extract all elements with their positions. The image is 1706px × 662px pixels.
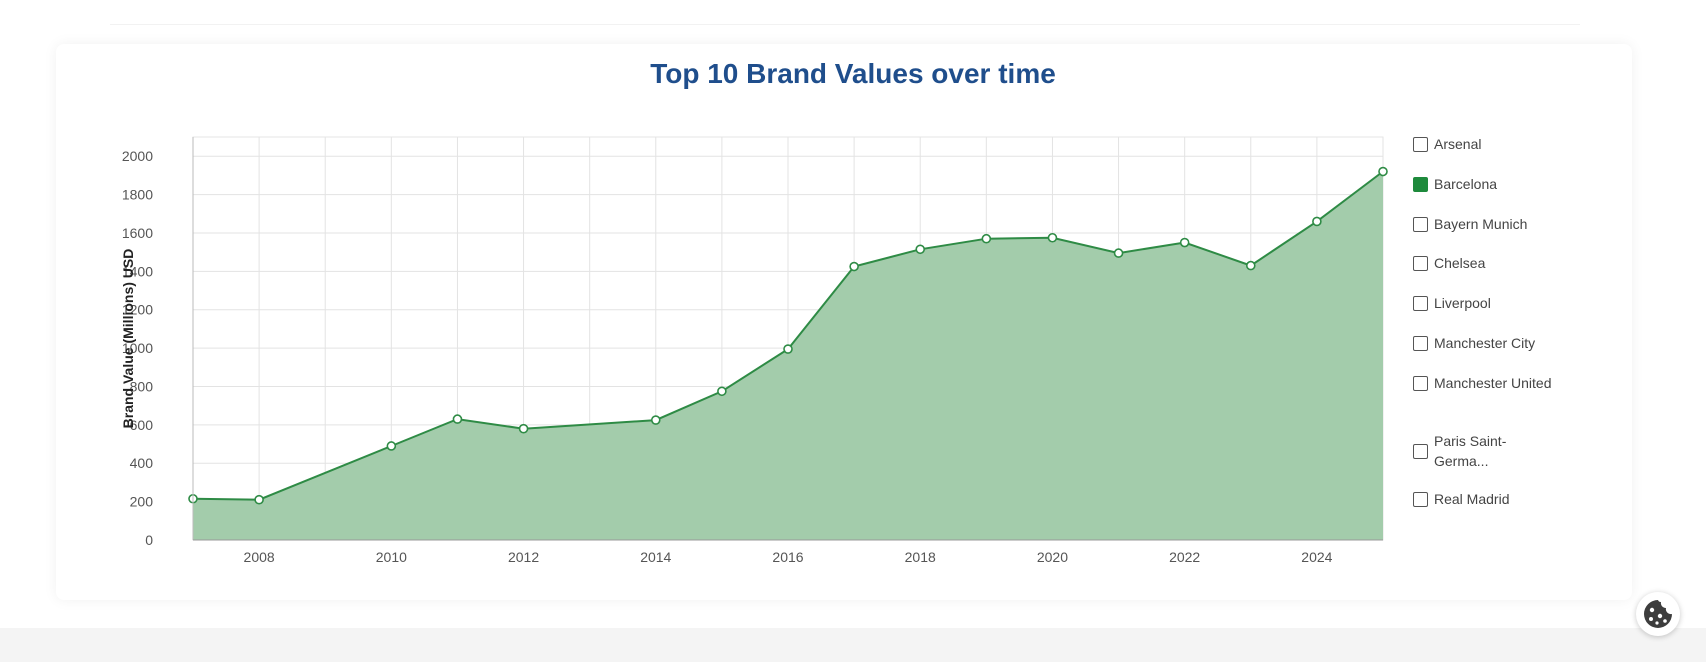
legend-checkbox[interactable] [1413, 375, 1428, 391]
legend-checkbox[interactable] [1413, 443, 1428, 459]
data-point [254, 494, 264, 505]
x-tick-label: 2022 [1169, 549, 1200, 565]
legend-label: Manchester City [1434, 335, 1536, 351]
legend-checkbox[interactable] [1413, 255, 1428, 271]
y-tick-label: 400 [130, 455, 154, 471]
legend-item[interactable]: Chelsea [1413, 253, 1554, 273]
data-point [452, 414, 463, 424]
x-tick-label: 2020 [1037, 549, 1068, 565]
legend-label: Arsenal [1434, 136, 1482, 152]
data-point [1312, 216, 1322, 227]
chart-title: Top 10 Brand Values over time [650, 58, 1056, 89]
x-tick-label: 2008 [244, 549, 275, 565]
legend-item[interactable]: Real Madrid [1413, 489, 1554, 509]
legend-checkbox[interactable] [1413, 335, 1428, 351]
legend-checkbox[interactable] [1413, 295, 1428, 311]
x-tick-label: 2010 [376, 549, 407, 565]
x-tick-label: 2018 [905, 549, 936, 565]
series-area-fill [193, 171, 1383, 540]
legend-checkbox[interactable] [1413, 216, 1428, 232]
data-point [518, 423, 529, 434]
y-tick-label: 1200 [122, 302, 153, 318]
data-point [1113, 248, 1124, 258]
legend-checkbox[interactable] [1413, 136, 1428, 152]
legend-item[interactable]: Barcelona [1413, 174, 1554, 194]
data-point [981, 233, 992, 244]
legend-label: Barcelona [1434, 176, 1498, 192]
x-tick-label: 2014 [640, 549, 671, 565]
y-tick-label: 200 [130, 494, 154, 510]
data-point [717, 386, 727, 397]
y-tick-label: 2000 [122, 148, 153, 164]
legend-label: Chelsea [1434, 255, 1486, 271]
legend-label: Real Madrid [1434, 491, 1510, 507]
x-tick-label: 2012 [508, 549, 539, 565]
data-point [1245, 260, 1256, 271]
legend-item[interactable]: Liverpool [1413, 293, 1554, 313]
x-tick-label: 2024 [1301, 549, 1332, 565]
legend-item[interactable]: Bayern Munich [1413, 214, 1554, 234]
legend-label: Bayern Munich [1434, 216, 1528, 232]
legend-label: Liverpool [1434, 295, 1491, 311]
y-tick-label: 800 [130, 378, 154, 394]
page-right-margin [1645, 0, 1706, 628]
data-point [650, 415, 661, 425]
y-tick-label: 0 [145, 532, 153, 548]
data-point [1378, 166, 1388, 177]
cookie-icon [1644, 600, 1672, 628]
data-point [386, 441, 397, 451]
legend-item[interactable]: Paris Saint-Germa... [1413, 431, 1554, 471]
data-point [783, 344, 793, 354]
legend-item[interactable]: Arsenal [1413, 134, 1554, 154]
y-tick-label: 1800 [122, 187, 153, 203]
x-tick-label: 2016 [772, 549, 803, 565]
y-tick-label: 1600 [122, 225, 153, 241]
legend-item[interactable]: Manchester United [1413, 373, 1554, 393]
y-tick-label: 1400 [122, 263, 153, 279]
data-point [1047, 232, 1058, 243]
data-point [1179, 237, 1190, 248]
legend-item[interactable]: Manchester City [1413, 333, 1554, 353]
y-tick-label: 1000 [122, 340, 153, 356]
cookie-settings-button[interactable] [1636, 592, 1680, 636]
page-footer [0, 628, 1706, 662]
data-point [915, 244, 926, 255]
top-divider [110, 0, 1580, 25]
legend-label: Paris Saint-Germa... [1434, 433, 1507, 469]
y-axis-title: Brand Value (Millions) USD [120, 249, 136, 429]
legend-label: Manchester United [1434, 375, 1552, 391]
legend-checkbox-checked[interactable] [1413, 176, 1428, 192]
y-tick-label: 600 [130, 417, 154, 433]
data-point [849, 261, 859, 272]
legend-checkbox[interactable] [1413, 491, 1428, 507]
